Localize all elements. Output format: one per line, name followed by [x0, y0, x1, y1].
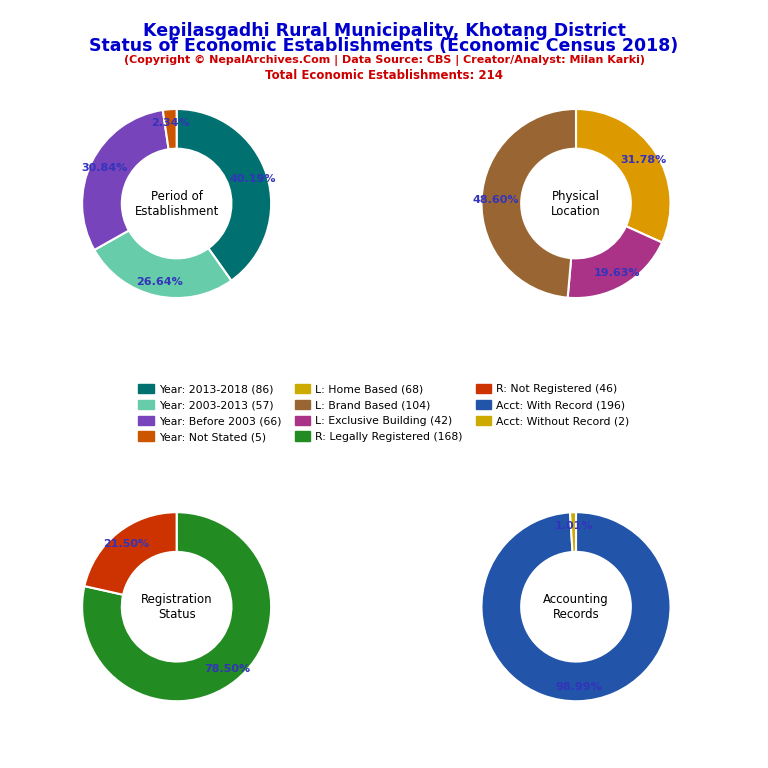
Wedge shape — [94, 230, 231, 298]
Legend: Year: 2013-2018 (86), Year: 2003-2013 (57), Year: Before 2003 (66), Year: Not St: Year: 2013-2018 (86), Year: 2003-2013 (5… — [135, 380, 633, 445]
Wedge shape — [482, 512, 670, 701]
Wedge shape — [84, 512, 177, 594]
Wedge shape — [82, 512, 271, 701]
Text: 78.50%: 78.50% — [204, 664, 250, 674]
Text: (Copyright © NepalArchives.Com | Data Source: CBS | Creator/Analyst: Milan Karki: (Copyright © NepalArchives.Com | Data So… — [124, 55, 644, 66]
Text: 21.50%: 21.50% — [104, 539, 150, 549]
Text: Period of
Establishment: Period of Establishment — [134, 190, 219, 217]
Text: 1.01%: 1.01% — [554, 521, 593, 531]
Text: 40.19%: 40.19% — [230, 174, 276, 184]
Wedge shape — [163, 109, 177, 149]
Wedge shape — [568, 226, 662, 298]
Text: Registration
Status: Registration Status — [141, 593, 213, 621]
Text: Kepilasgadhi Rural Municipality, Khotang District: Kepilasgadhi Rural Municipality, Khotang… — [143, 22, 625, 39]
Text: 19.63%: 19.63% — [593, 268, 640, 278]
Wedge shape — [570, 512, 576, 552]
Text: Status of Economic Establishments (Economic Census 2018): Status of Economic Establishments (Econo… — [89, 37, 679, 55]
Text: 26.64%: 26.64% — [136, 277, 183, 287]
Text: 48.60%: 48.60% — [472, 195, 519, 205]
Text: 31.78%: 31.78% — [621, 155, 667, 165]
Wedge shape — [482, 109, 576, 298]
Text: 98.99%: 98.99% — [555, 682, 602, 692]
Text: Accounting
Records: Accounting Records — [543, 593, 609, 621]
Text: Physical
Location: Physical Location — [551, 190, 601, 217]
Text: 30.84%: 30.84% — [81, 164, 127, 174]
Text: Total Economic Establishments: 214: Total Economic Establishments: 214 — [265, 69, 503, 82]
Wedge shape — [82, 110, 169, 250]
Wedge shape — [177, 109, 271, 280]
Wedge shape — [576, 109, 670, 243]
Text: 2.34%: 2.34% — [151, 118, 190, 128]
